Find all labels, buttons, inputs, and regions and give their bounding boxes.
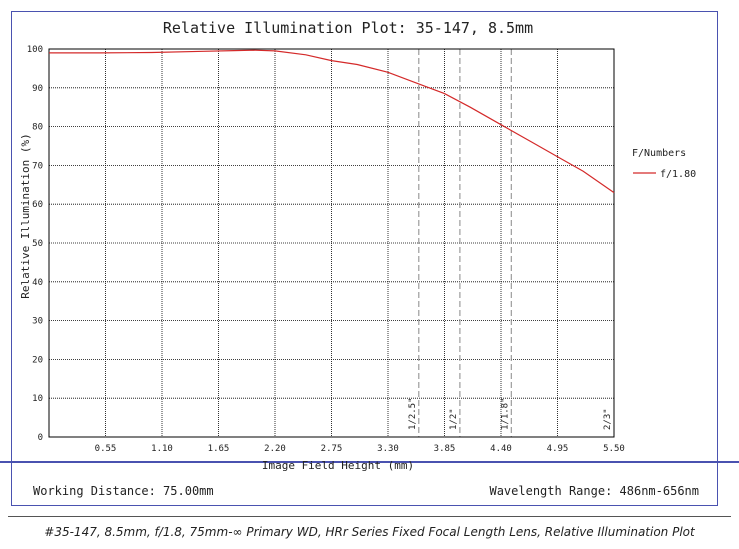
grid <box>49 49 614 437</box>
sensor-marker-label: 1/2" <box>449 408 459 430</box>
x-tick-label: 3.85 <box>434 444 456 454</box>
y-tick-label: 100 <box>27 45 43 55</box>
y-tick-label: 20 <box>32 355 43 365</box>
x-tick-label: 4.95 <box>547 444 569 454</box>
x-tick-label: 4.40 <box>490 444 512 454</box>
caption-divider <box>8 516 731 517</box>
y-tick-label: 50 <box>32 239 43 249</box>
x-tick-label: 5.50 <box>603 444 625 454</box>
y-tick-label: 90 <box>32 84 43 94</box>
y-tick-label: 70 <box>32 161 43 171</box>
series-lines <box>49 49 615 194</box>
y-tick-label: 30 <box>32 317 43 327</box>
working-distance: Working Distance: 75.00mm <box>33 484 214 498</box>
legend-title: F/Numbers <box>632 148 686 159</box>
sensor-marker-label: 1/2.5" <box>408 397 418 430</box>
x-tick-label: 2.75 <box>321 444 343 454</box>
legend: F/Numbers f/1.80 <box>632 148 696 180</box>
info-divider <box>0 461 739 463</box>
chart-title: Relative Illumination Plot: 35-147, 8.5m… <box>163 19 533 37</box>
x-tick-label: 3.30 <box>377 444 399 454</box>
plot-area <box>48 48 615 438</box>
x-tick-label: 0.55 <box>95 444 117 454</box>
y-tick-label: 80 <box>32 123 43 133</box>
plot-frame <box>11 11 718 506</box>
y-tick-label: 0 <box>38 433 43 443</box>
y-axis-label: Relative Illumination (%) <box>19 133 32 299</box>
wavelength-range: Wavelength Range: 486nm-656nm <box>489 484 699 498</box>
y-tick-label: 40 <box>32 278 43 288</box>
x-tick-label: 1.65 <box>208 444 230 454</box>
legend-entry-label: f/1.80 <box>660 169 696 180</box>
x-axis-label: Image Field Height (mm) <box>262 459 414 472</box>
x-tick-label: 1.10 <box>151 444 173 454</box>
x-tick-labels: 0.55 1.10 1.65 2.20 2.75 3.30 3.85 4.40 4.95 5.50 <box>95 444 625 454</box>
series-line <box>49 49 615 194</box>
y-tick-label: 10 <box>32 394 43 404</box>
y-tick-labels: 0 10 20 30 40 50 60 70 80 90 100 <box>27 45 43 443</box>
x-tick-label: 2.20 <box>264 444 286 454</box>
sensor-marker-label: 2/3" <box>603 408 613 430</box>
figure-caption: #35-147, 8.5mm, f/1.8, 75mm-∞ Primary WD… <box>44 525 695 539</box>
sensor-marker-label: 1/1.8" <box>500 397 510 430</box>
y-tick-label: 60 <box>32 200 43 210</box>
